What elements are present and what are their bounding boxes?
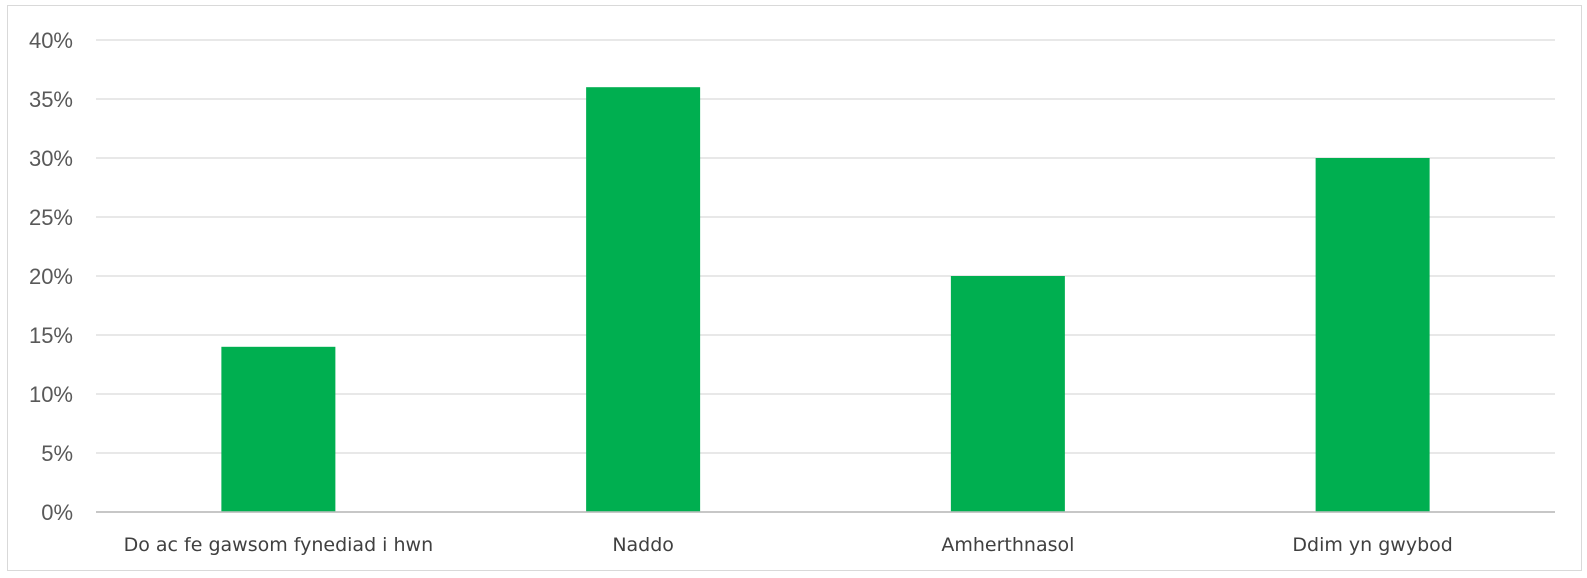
y-tick-label: 30% <box>29 146 73 171</box>
category-label: Amherthnasol <box>941 534 1074 556</box>
bar <box>1315 158 1430 512</box>
y-tick-label: 20% <box>29 264 73 289</box>
y-axis-tick-labels: 0% 5% 10% 15% 20% 25% 30% 35% 40% <box>29 28 73 525</box>
bar <box>950 276 1065 512</box>
category-labels: Do ac fe gawsom fynediad i hwn Naddo Amher… <box>124 534 1453 556</box>
y-tick-label: 10% <box>29 382 73 407</box>
bar <box>586 87 701 512</box>
y-tick-label: 25% <box>29 205 73 230</box>
category-label: Naddo <box>612 534 674 556</box>
category-label: Do ac fe gawsom fynediad i hwn <box>124 534 434 556</box>
bars <box>96 87 1555 513</box>
category-label: Ddim yn gwybod <box>1292 534 1452 556</box>
y-tick-label: 15% <box>29 323 73 348</box>
y-tick-label: 40% <box>29 28 73 53</box>
bar <box>221 346 336 512</box>
y-tick-label: 0% <box>41 500 73 525</box>
y-tick-label: 5% <box>41 441 73 466</box>
y-tick-label: 35% <box>29 87 73 112</box>
